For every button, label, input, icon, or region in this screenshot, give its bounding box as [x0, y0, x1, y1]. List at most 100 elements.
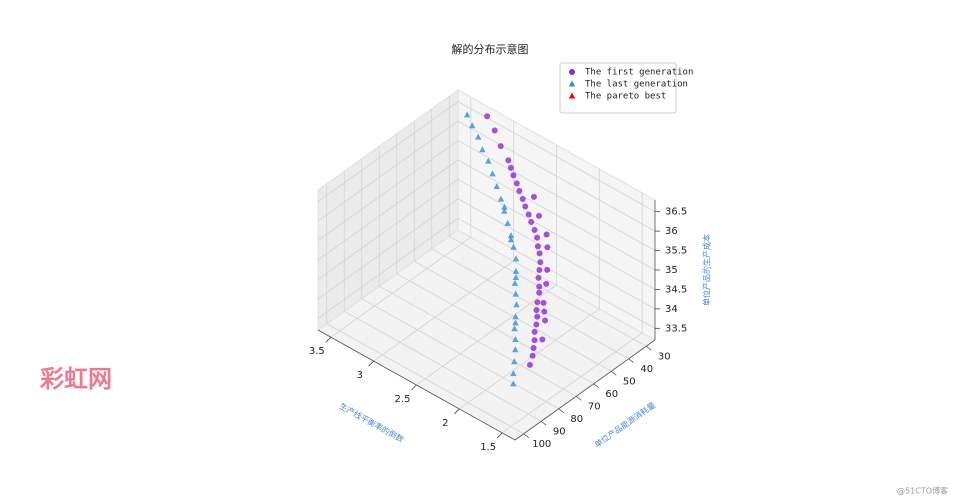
tick-mark: [541, 420, 547, 426]
x-tick-label: 2: [442, 418, 448, 429]
point: [526, 361, 533, 368]
grid-line: [501, 332, 643, 434]
tick-mark: [593, 383, 599, 389]
grid-line: [457, 101, 656, 213]
point: [533, 321, 540, 328]
point: [511, 279, 519, 286]
tick-mark: [496, 432, 503, 439]
point: [491, 127, 498, 134]
point: [513, 180, 520, 187]
grid-line: [317, 198, 459, 300]
point: [536, 250, 543, 257]
point: [536, 267, 543, 274]
watermark: @51CTO博客: [897, 486, 948, 496]
point: [544, 244, 551, 251]
point: [510, 172, 517, 179]
point: [534, 299, 541, 306]
y-tick-label: 40: [640, 364, 653, 375]
point: [512, 290, 519, 297]
point: [504, 219, 511, 226]
x-axis-label: 生产线平衡率的倒数: [338, 401, 406, 445]
tick-mark: [646, 345, 652, 351]
z-tick-label: 34: [665, 304, 678, 315]
point: [512, 319, 519, 326]
point: [534, 234, 541, 241]
point: [543, 280, 550, 287]
watermark: 彩虹网: [39, 365, 112, 393]
legend-label: The last generation: [585, 80, 688, 90]
point: [519, 195, 526, 202]
point: [531, 337, 538, 344]
grid-line: [330, 236, 472, 338]
point: [484, 113, 491, 120]
point: [512, 335, 519, 342]
grid-line: [449, 235, 647, 347]
y-axis-label: 单位产品能源消耗量: [592, 400, 657, 449]
point: [534, 243, 541, 250]
point: [469, 122, 476, 129]
point: [529, 352, 536, 359]
grid-line: [317, 218, 459, 319]
point: [512, 255, 520, 262]
y-tick-label: 50: [623, 376, 636, 387]
point: [544, 266, 551, 273]
grid-line: [344, 310, 542, 422]
grid-line: [459, 308, 600, 410]
grid-line: [317, 101, 459, 202]
point: [479, 146, 486, 153]
point: [497, 195, 505, 202]
point: [510, 370, 517, 377]
x-tick-label: 3.5: [309, 346, 325, 357]
y-tick-label: 30: [658, 351, 671, 362]
point: [507, 236, 515, 243]
point: [540, 299, 547, 306]
z-tick-label: 33.5: [665, 323, 687, 334]
point: [542, 317, 549, 324]
point: [522, 203, 529, 210]
point: [510, 380, 517, 387]
legend-marker: [568, 92, 576, 99]
legend-box: [559, 62, 677, 114]
point: [501, 207, 508, 214]
point: [489, 170, 496, 177]
axis-line: [317, 329, 516, 441]
point: [528, 219, 535, 226]
point: [510, 243, 517, 250]
point: [531, 328, 538, 335]
point: [512, 273, 520, 280]
y-tick-label: 70: [588, 401, 601, 412]
point: [507, 164, 514, 171]
legend-label: The first generation: [585, 68, 693, 78]
grid-line: [457, 217, 656, 329]
point: [513, 301, 520, 308]
point: [516, 187, 523, 194]
point: [505, 157, 512, 164]
z-axis-label: 单位产品的生产成本: [702, 234, 712, 306]
grid-line: [431, 248, 629, 360]
point: [512, 267, 520, 274]
tick-mark: [523, 433, 529, 439]
grid-line: [317, 140, 459, 241]
point: [534, 313, 541, 320]
legend-label: The pareto best: [585, 92, 666, 102]
y-tick-label: 100: [532, 439, 551, 450]
point: [525, 211, 532, 218]
point: [512, 346, 519, 353]
grid-line: [317, 179, 459, 280]
legend-marker: [569, 69, 575, 75]
grid-line: [457, 179, 656, 290]
z-tick-label: 35.5: [665, 246, 687, 257]
point: [511, 325, 518, 332]
point: [535, 274, 542, 281]
y-tick-label: 60: [605, 389, 618, 400]
grid-line: [361, 298, 559, 410]
point: [543, 231, 550, 238]
x-tick-label: 2.5: [395, 394, 411, 405]
tick-mark: [454, 408, 460, 415]
point: [512, 313, 519, 320]
point: [485, 157, 492, 164]
point: [531, 227, 538, 234]
grid-line: [457, 120, 656, 232]
grid-line: [379, 285, 577, 397]
tick-mark: [558, 408, 564, 414]
